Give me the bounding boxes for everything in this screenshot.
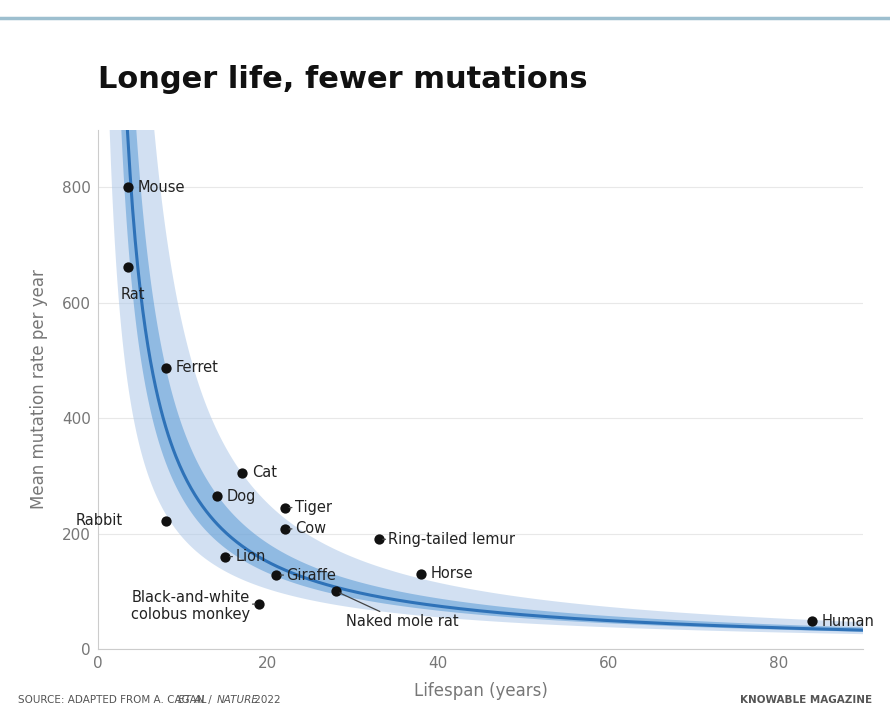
Point [270,570,284,581]
Text: Longer life, fewer mutations: Longer life, fewer mutations [98,65,587,94]
Point [218,551,232,562]
Text: Dog: Dog [227,489,256,503]
Point [158,362,173,373]
Point [805,616,820,627]
Point [210,490,224,502]
Text: 2022: 2022 [251,695,280,705]
X-axis label: Lifespan (years): Lifespan (years) [414,682,547,700]
Point [278,502,292,513]
Text: /: / [205,695,214,705]
Text: SOURCE: ADAPTED FROM A. CAGAN: SOURCE: ADAPTED FROM A. CAGAN [18,695,207,705]
Point [120,182,134,193]
Text: Tiger: Tiger [289,500,332,515]
Text: Human: Human [822,614,875,629]
Text: Horse: Horse [431,567,473,581]
Text: Mouse: Mouse [137,180,185,195]
Point [253,598,267,610]
Point [371,534,385,545]
Text: Rat: Rat [121,288,145,302]
Text: Rabbit: Rabbit [76,513,123,528]
Text: Naked mole rat: Naked mole rat [340,593,458,629]
Text: KNOWABLE MAGAZINE: KNOWABLE MAGAZINE [740,695,872,705]
Text: Ferret: Ferret [175,360,219,376]
Text: Giraffe: Giraffe [280,567,336,583]
Point [120,261,134,273]
Point [235,467,249,479]
Text: ET AL: ET AL [178,695,207,705]
Point [278,523,292,535]
Text: Lion: Lion [230,549,265,564]
Text: NATURE: NATURE [216,695,258,705]
Point [414,568,428,580]
Text: Cat: Cat [252,466,277,480]
Text: Ring-tailed lemur: Ring-tailed lemur [383,532,515,547]
Text: Cow: Cow [289,521,326,536]
Point [329,585,344,597]
Y-axis label: Mean mutation rate per year: Mean mutation rate per year [30,270,48,509]
Point [158,515,173,526]
Text: Black-and-white
colobus monkey: Black-and-white colobus monkey [131,590,255,622]
